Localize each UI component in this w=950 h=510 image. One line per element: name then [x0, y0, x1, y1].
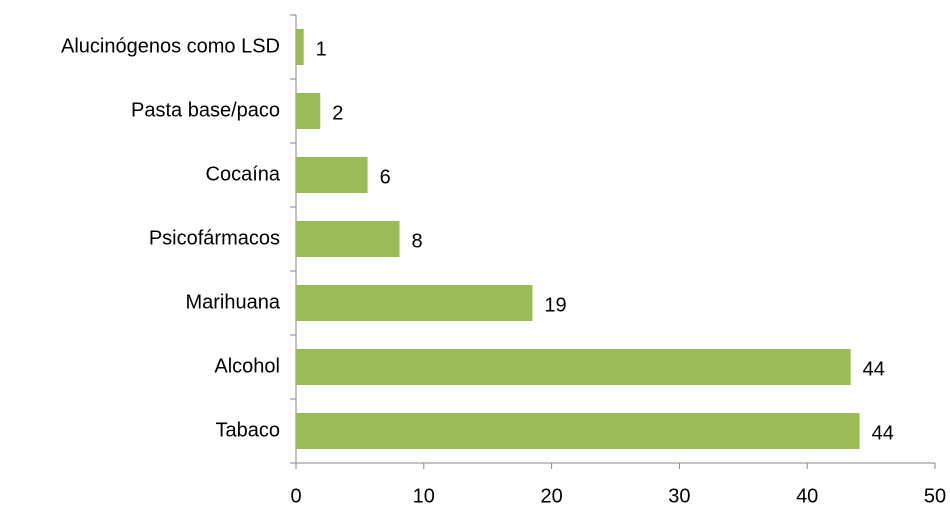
bar [296, 221, 400, 257]
bar [296, 413, 860, 449]
x-tick-label: 30 [668, 485, 690, 507]
data-label: 8 [412, 230, 423, 252]
bar [296, 29, 304, 65]
data-label: 44 [872, 422, 894, 444]
x-tick-label: 40 [796, 485, 818, 507]
data-label: 44 [863, 358, 885, 380]
x-tick-label: 50 [924, 485, 946, 507]
y-tick-label: Alcohol [214, 355, 280, 377]
y-tick-label: Tabaco [216, 419, 281, 441]
data-label: 2 [332, 102, 343, 124]
y-tick-label: Cocaína [206, 163, 281, 185]
x-tick-label: 20 [540, 485, 562, 507]
x-tick-label: 10 [413, 485, 435, 507]
bar [296, 93, 321, 129]
y-tick-label: Marihuana [185, 291, 280, 313]
bar [296, 285, 533, 321]
y-tick-label: Alucinógenos como LSD [61, 35, 280, 57]
y-tick-label: Pasta base/paco [131, 99, 280, 121]
bar [296, 349, 851, 385]
data-label: 6 [380, 166, 391, 188]
x-tick-label: 0 [290, 485, 301, 507]
data-label: 19 [544, 294, 566, 316]
y-tick-label: Psicofármacos [149, 227, 280, 249]
data-label: 1 [316, 38, 327, 60]
bar [296, 157, 368, 193]
